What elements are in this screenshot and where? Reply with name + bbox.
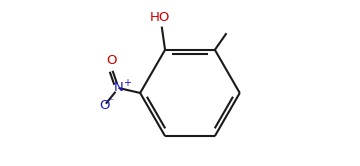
- Text: O: O: [107, 54, 117, 67]
- Text: ⁻: ⁻: [108, 97, 113, 107]
- Text: N: N: [114, 82, 123, 94]
- Text: HO: HO: [150, 11, 170, 24]
- Text: +: +: [123, 78, 131, 88]
- Text: O: O: [99, 99, 110, 112]
